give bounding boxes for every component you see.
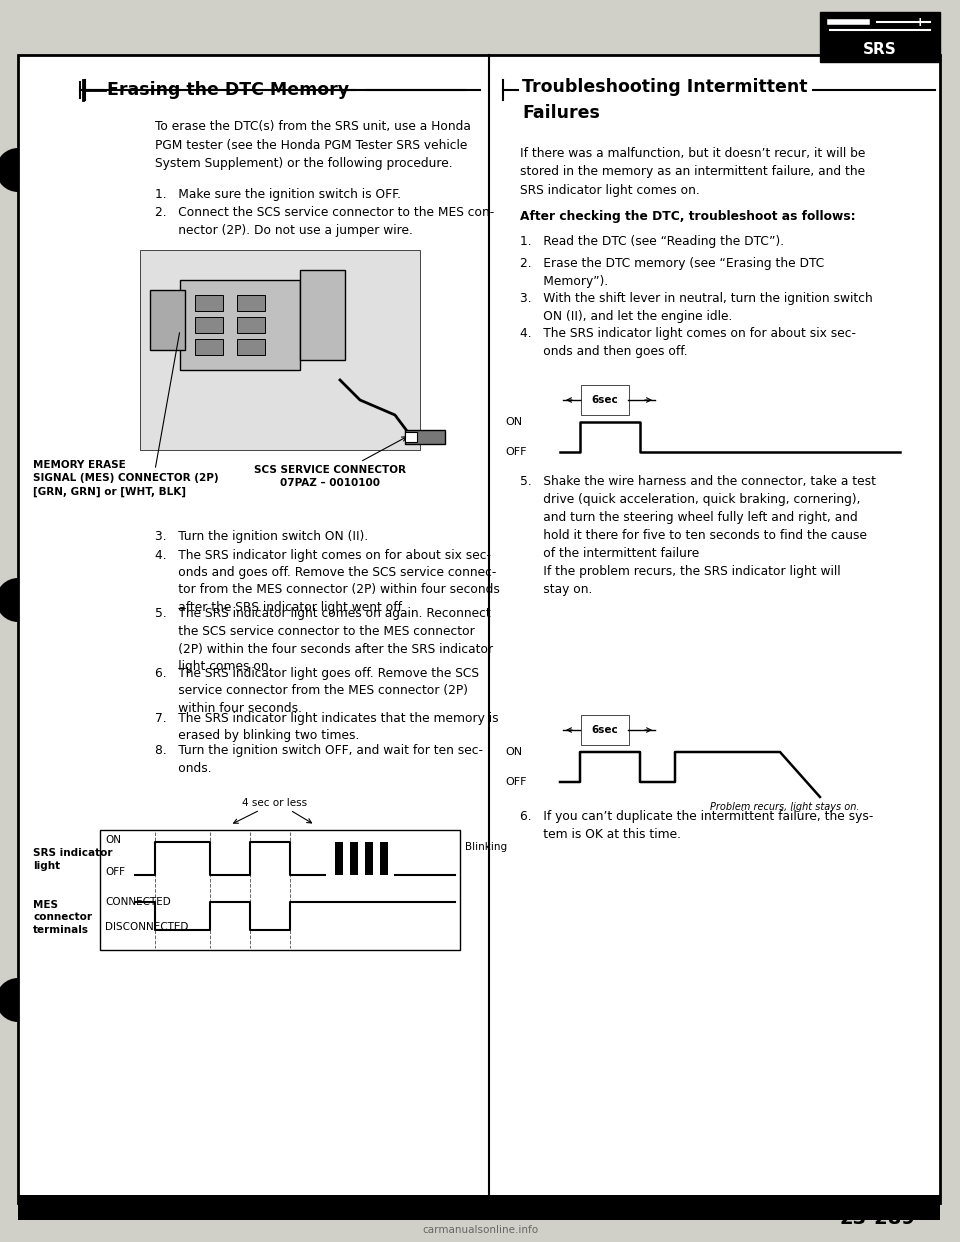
Bar [820,12,940,62]
Text: 5.   Shake the wire harness and the connector, take a test
      drive (quick ac: 5. Shake the wire harness and the connec… [520,474,876,596]
Bar [237,317,265,333]
Text: 6.   The SRS indicator light goes off. Remove the SCS
      service connector fr: 6. The SRS indicator light goes off. Rem… [155,667,479,714]
Bar [300,270,345,360]
Text: 7.   The SRS indicator light indicates that the memory is
      erased by blinki: 7. The SRS indicator light indicates tha… [155,712,498,743]
Text: Problem recurs, light stays on.: Problem recurs, light stays on. [710,802,860,812]
Text: CONNECTED: CONNECTED [105,897,171,907]
Text: 6sec: 6sec [591,725,618,735]
Bar [18,1195,940,1220]
Text: 3.   With the shift lever in neutral, turn the ignition switch
      ON (II), an: 3. With the shift lever in neutral, turn… [520,292,873,323]
Wedge shape [0,148,18,193]
Text: To erase the DTC(s) from the SRS unit, use a Honda
PGM tester (see the Honda PGM: To erase the DTC(s) from the SRS unit, u… [155,120,470,170]
Text: 6.   If you can’t duplicate the intermittent failure, the sys-
      tem is OK a: 6. If you can’t duplicate the intermitte… [520,810,874,841]
Bar [237,296,265,310]
Text: 4 sec or less: 4 sec or less [243,799,307,809]
Text: OFF: OFF [505,777,526,787]
Text: Troubleshooting Intermittent: Troubleshooting Intermittent [522,78,807,96]
Bar [350,842,358,876]
Text: OFF: OFF [505,447,526,457]
Text: ON: ON [105,835,121,845]
Text: 3.   Turn the ignition switch ON (II).: 3. Turn the ignition switch ON (II). [155,530,369,543]
Text: ON: ON [505,746,522,758]
Text: carmanualsonline.info: carmanualsonline.info [422,1225,538,1235]
Text: +: + [915,16,925,30]
Text: Erasing the DTC Memory: Erasing the DTC Memory [107,81,349,99]
Wedge shape [0,977,18,1022]
Text: MES
connector
terminals: MES connector terminals [33,900,92,935]
Text: Blinking: Blinking [465,842,507,852]
Text: 8.   Turn the ignition switch OFF, and wait for ten sec-
      onds.: 8. Turn the ignition switch OFF, and wai… [155,744,483,775]
Text: ON: ON [505,417,522,427]
Bar [100,830,460,950]
Bar [180,279,300,370]
Text: 2.   Erase the DTC memory (see “Erasing the DTC
      Memory”).: 2. Erase the DTC memory (see “Erasing th… [520,257,825,288]
Text: 1.   Read the DTC (see “Reading the DTC”).: 1. Read the DTC (see “Reading the DTC”). [520,235,784,248]
Text: OFF: OFF [105,867,125,877]
Text: MEMORY ERASE
SIGNAL (MES) CONNECTOR (2P)
[GRN, GRN] or [WHT, BLK]: MEMORY ERASE SIGNAL (MES) CONNECTOR (2P)… [33,460,219,497]
Text: 1.   Make sure the ignition switch is OFF.: 1. Make sure the ignition switch is OFF. [155,188,401,201]
Bar [195,339,223,355]
Bar [150,289,185,350]
Text: After checking the DTC, troubleshoot as follows:: After checking the DTC, troubleshoot as … [520,210,855,224]
Text: 2.   Connect the SCS service connector to the MES con-
      nector (2P). Do not: 2. Connect the SCS service connector to … [155,206,494,237]
Bar [335,842,343,876]
Text: If there was a malfunction, but it doesn’t recur, it will be
stored in the memor: If there was a malfunction, but it doesn… [520,147,865,197]
Text: SCS SERVICE CONNECTOR
07PAZ – 0010100: SCS SERVICE CONNECTOR 07PAZ – 0010100 [254,465,406,488]
Bar [405,430,445,443]
Text: −: − [843,17,852,29]
Text: SRS: SRS [863,42,897,57]
Bar [405,432,417,442]
Wedge shape [0,578,18,622]
Bar [195,317,223,333]
Bar [380,842,388,876]
Bar [237,339,265,355]
Text: 5.   The SRS indicator light comes on again. Reconnect
      the SCS service con: 5. The SRS indicator light comes on agai… [155,607,493,673]
Text: SRS indicator
light: SRS indicator light [33,848,112,871]
Bar [140,250,420,450]
Bar [195,296,223,310]
Text: 23-289: 23-289 [839,1208,915,1227]
Text: DISCONNECTED: DISCONNECTED [105,922,188,932]
Bar [365,842,373,876]
Text: 4.   The SRS indicator light comes on for about six sec-
      onds and then goe: 4. The SRS indicator light comes on for … [520,327,856,358]
Text: 4.   The SRS indicator light comes on for about six sec-
      onds and goes off: 4. The SRS indicator light comes on for … [155,549,500,614]
Text: Failures: Failures [522,104,600,122]
Text: 6sec: 6sec [591,395,618,405]
